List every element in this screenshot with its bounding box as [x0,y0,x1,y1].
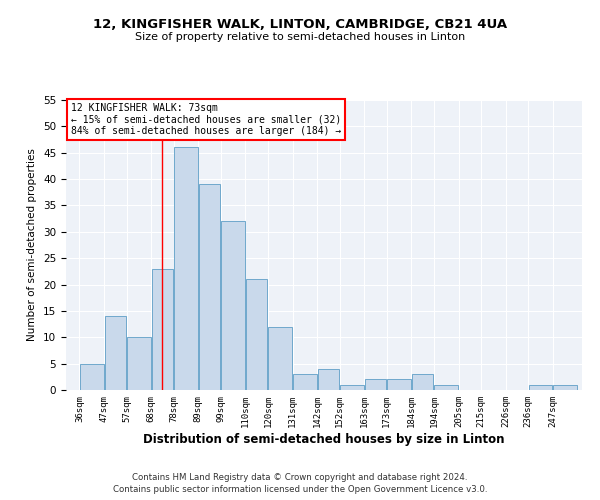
Bar [388,380,411,390]
Bar [268,326,292,390]
Bar [80,364,104,390]
Text: 12 KINGFISHER WALK: 73sqm
← 15% of semi-detached houses are smaller (32)
84% of : 12 KINGFISHER WALK: 73sqm ← 15% of semi-… [71,103,341,136]
Text: Size of property relative to semi-detached houses in Linton: Size of property relative to semi-detach… [135,32,465,42]
Bar [221,222,245,390]
Bar [365,380,386,390]
Bar [127,338,151,390]
Text: Contains public sector information licensed under the Open Government Licence v3: Contains public sector information licen… [113,485,487,494]
Text: Distribution of semi-detached houses by size in Linton: Distribution of semi-detached houses by … [143,432,505,446]
Bar [105,316,126,390]
Text: Contains HM Land Registry data © Crown copyright and database right 2024.: Contains HM Land Registry data © Crown c… [132,472,468,482]
Bar [529,384,552,390]
Y-axis label: Number of semi-detached properties: Number of semi-detached properties [28,148,37,342]
Bar [246,280,268,390]
Text: 12, KINGFISHER WALK, LINTON, CAMBRIDGE, CB21 4UA: 12, KINGFISHER WALK, LINTON, CAMBRIDGE, … [93,18,507,30]
Bar [434,384,458,390]
Bar [293,374,317,390]
Bar [152,268,173,390]
Bar [199,184,220,390]
Bar [318,369,339,390]
Bar [412,374,433,390]
Bar [553,384,577,390]
Bar [174,148,198,390]
Bar [340,384,364,390]
